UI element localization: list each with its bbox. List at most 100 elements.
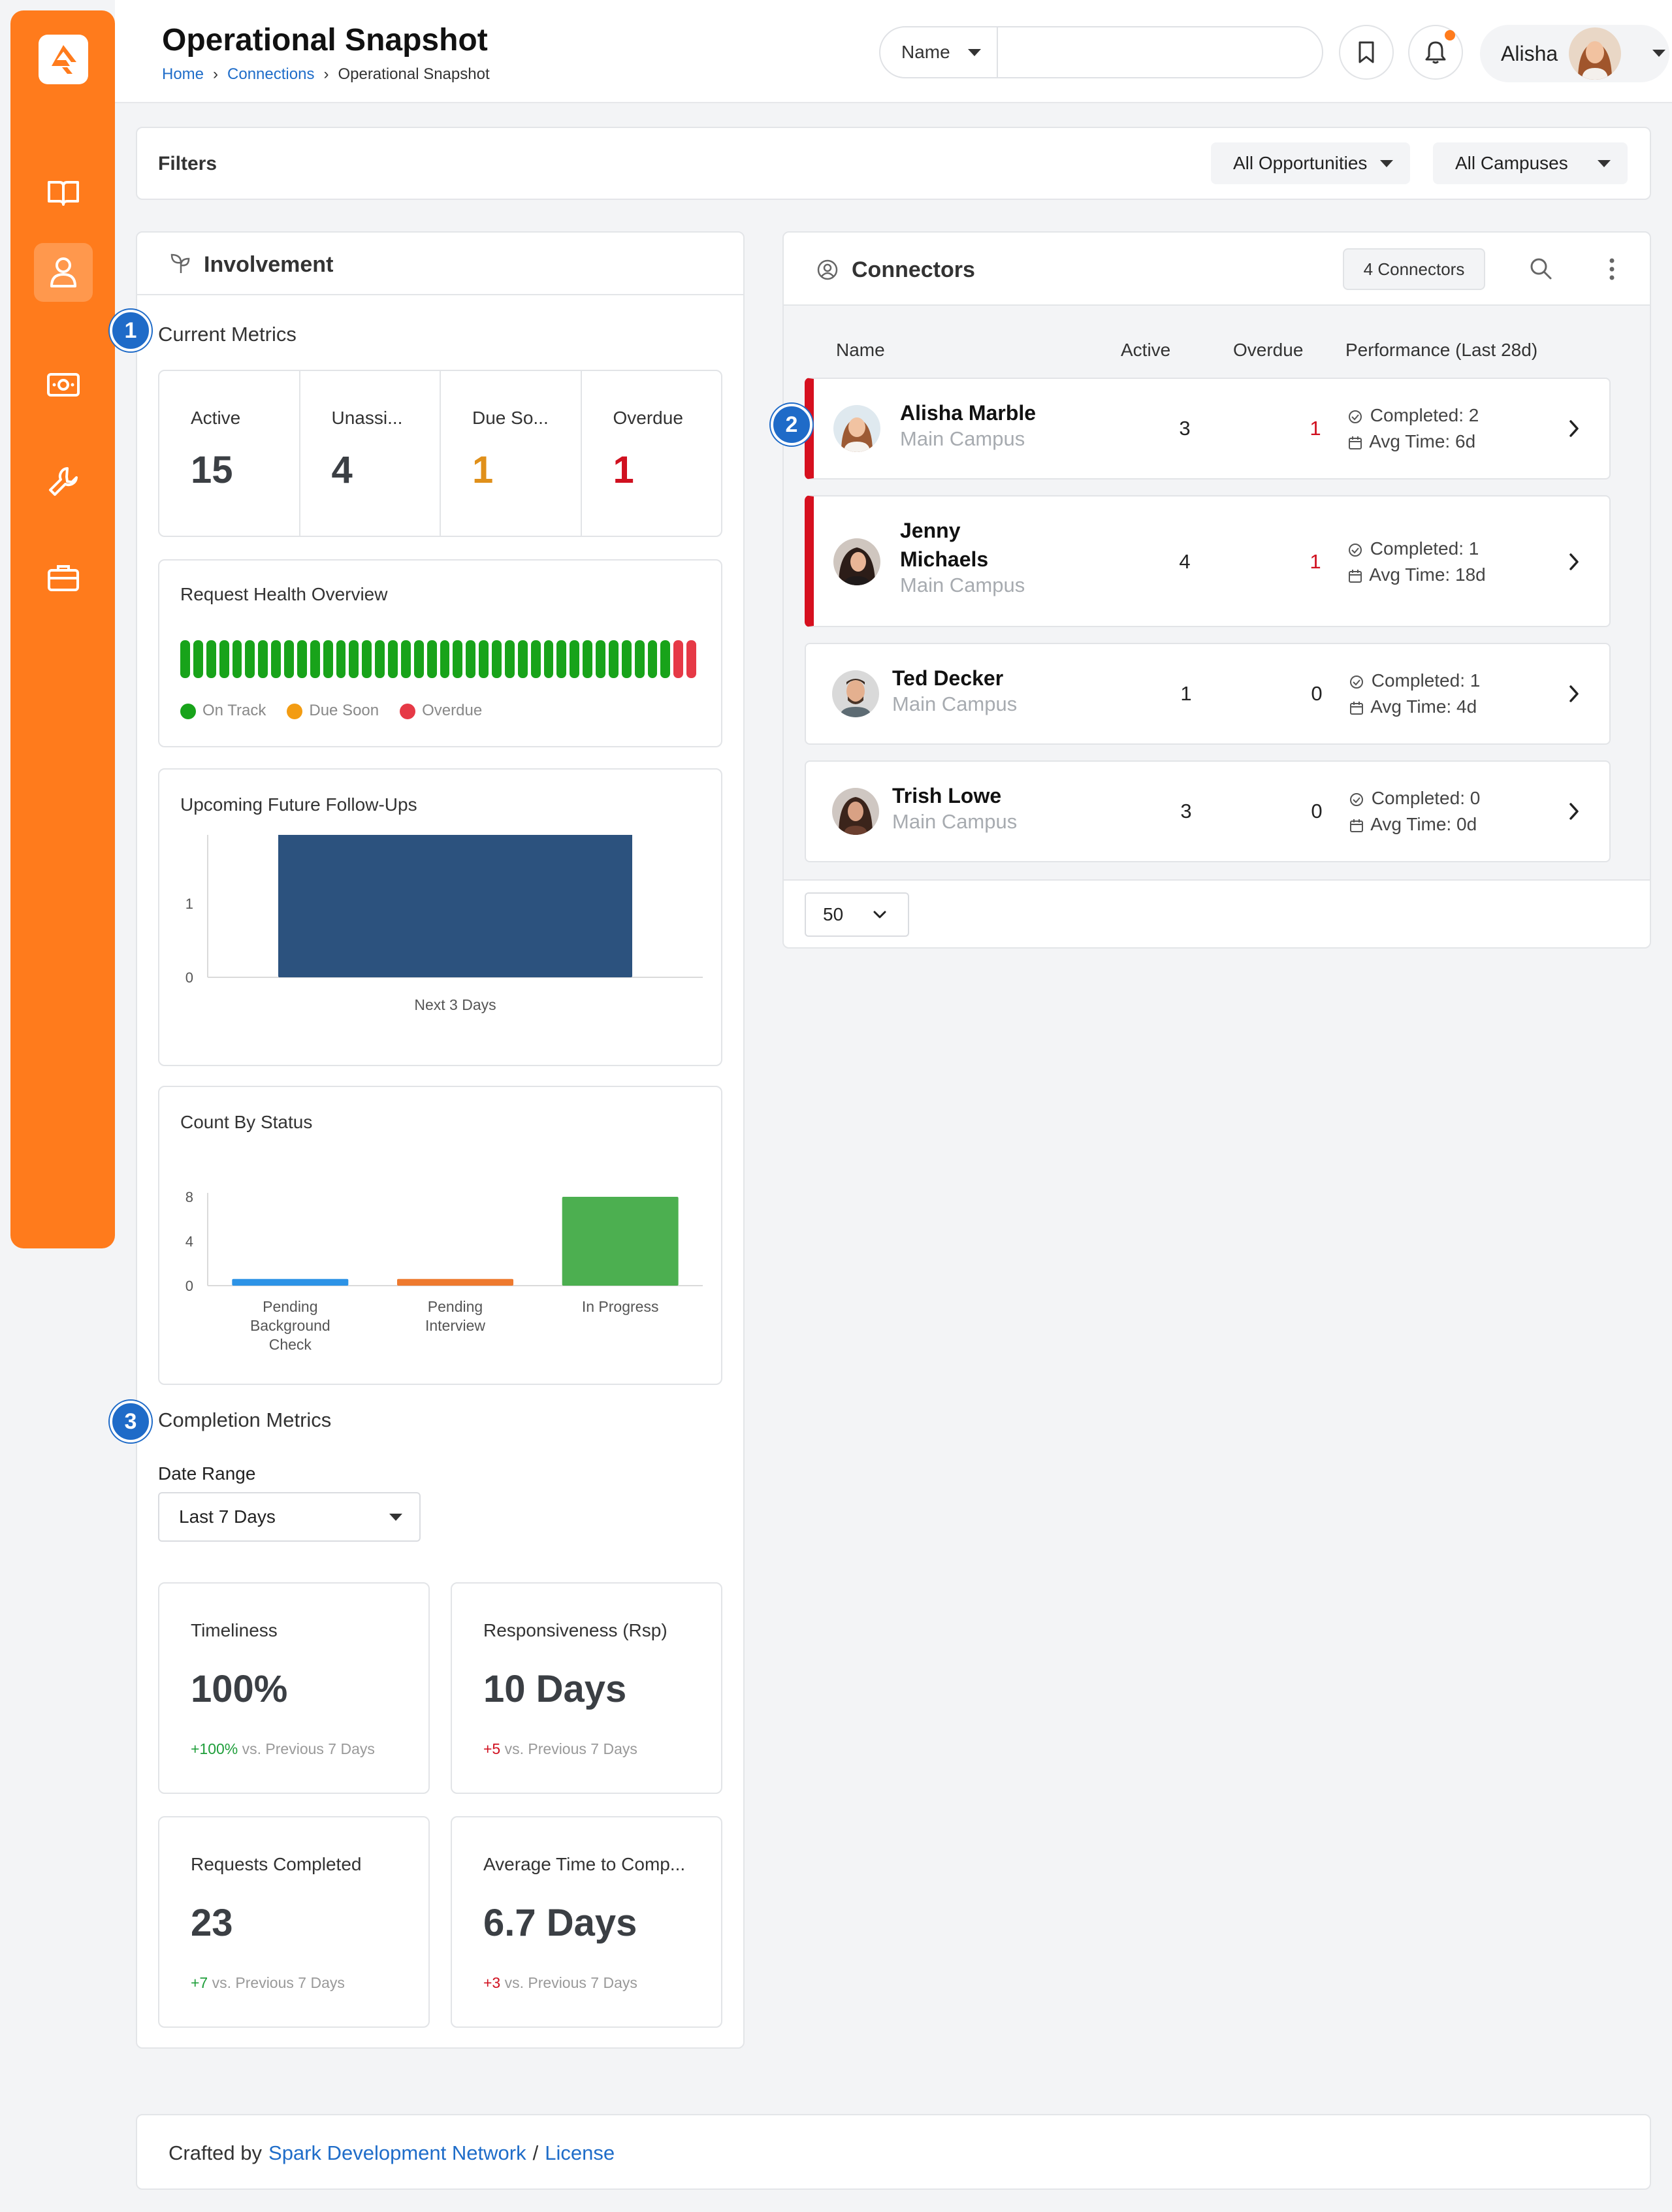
- delta-text: vs. Previous 7 Days: [242, 1740, 375, 1757]
- search-type-select[interactable]: Name: [880, 27, 998, 77]
- nav-finance[interactable]: [34, 355, 93, 414]
- y-tick-label: 0: [185, 969, 193, 986]
- health-segment: [504, 640, 515, 678]
- connector-name-cell: Jenny Michaels Main Campus: [900, 516, 1025, 597]
- connector-overdue-count: 0: [1311, 682, 1323, 705]
- breadcrumb-connections[interactable]: Connections: [227, 65, 315, 83]
- health-segment: [245, 640, 255, 678]
- health-segment: [466, 640, 476, 678]
- health-segment: [400, 640, 411, 678]
- nav-admin[interactable]: [34, 549, 93, 608]
- bar: [278, 835, 632, 977]
- completion-card-average-time: Average Time to Comp... 6.7 Days +3 vs. …: [451, 1816, 722, 2028]
- health-segment: [413, 640, 424, 678]
- nav-book[interactable]: [34, 163, 93, 222]
- date-range-select[interactable]: Last 7 Days: [158, 1492, 421, 1542]
- caret-down-icon: [389, 1513, 402, 1521]
- chevron-right-icon[interactable]: [1568, 683, 1581, 704]
- health-segment: [570, 640, 580, 678]
- more-options-icon[interactable]: [1608, 256, 1616, 282]
- chevron-right-icon[interactable]: [1568, 551, 1581, 572]
- search-input[interactable]: [998, 27, 1322, 77]
- filters-label: Filters: [158, 153, 217, 174]
- completion-card-compare: +100% vs. Previous 7 Days: [191, 1740, 375, 1758]
- follow-ups-chart: 0 1 2 Next 3 Days: [185, 835, 703, 1013]
- connector-row[interactable]: Ted Decker Main Campus 1 0 Completed: 1 …: [805, 643, 1611, 745]
- connectors-count-badge: 4 Connectors: [1343, 248, 1485, 290]
- nav-tools[interactable]: [34, 452, 93, 511]
- legend-label: On Track: [202, 702, 266, 719]
- health-segment: [440, 640, 450, 678]
- page-header: Operational Snapshot Home › Connections …: [115, 0, 1672, 103]
- opportunity-filter-value: All Opportunities: [1233, 153, 1368, 173]
- health-segment: [193, 640, 203, 678]
- person-icon: [50, 257, 76, 287]
- bookmark-button[interactable]: [1339, 25, 1394, 80]
- completed-count: Completed: 0: [1371, 788, 1481, 808]
- connector-name[interactable]: Trish Lowe: [892, 784, 1002, 807]
- page-title: Operational Snapshot: [162, 23, 488, 57]
- involvement-panel: Involvement Current Metrics Active 15 Un…: [136, 231, 745, 2049]
- health-segment: [621, 640, 632, 678]
- health-segment: [660, 640, 671, 678]
- connector-name-line2[interactable]: Michaels: [900, 547, 989, 571]
- delta-text: vs. Previous 7 Days: [504, 1974, 637, 1991]
- avatar: [832, 670, 879, 717]
- connector-name[interactable]: Jenny: [900, 519, 961, 542]
- connector-active-count: 3: [1180, 800, 1192, 822]
- health-segment: [180, 640, 190, 678]
- avg-time: Avg Time: 4d: [1370, 696, 1477, 717]
- chevron-right-icon[interactable]: [1568, 801, 1581, 822]
- connectors-title: Connectors: [852, 257, 975, 282]
- health-segment: [219, 640, 229, 678]
- completion-card-label: Responsiveness (Rsp): [483, 1620, 667, 1640]
- connector-row[interactable]: Trish Lowe Main Campus 3 0 Completed: 0 …: [805, 760, 1611, 862]
- user-circle-icon: [817, 259, 838, 280]
- metric-overdue[interactable]: Overdue 1: [582, 371, 722, 536]
- page-size-value: 50: [823, 904, 844, 924]
- metric-value: 15: [191, 449, 233, 491]
- avg-time: Avg Time: 0d: [1370, 814, 1477, 834]
- rock-logo[interactable]: [39, 35, 88, 84]
- health-segment: [349, 640, 359, 678]
- connector-name[interactable]: Alisha Marble: [900, 401, 1037, 425]
- x-tick-label: Pending: [263, 1298, 317, 1315]
- user-menu[interactable]: Alisha: [1480, 25, 1669, 82]
- date-range-value: Last 7 Days: [179, 1506, 276, 1527]
- opportunity-filter[interactable]: All Opportunities: [1211, 142, 1411, 184]
- column-header-performance[interactable]: Performance (Last 28d): [1345, 340, 1538, 360]
- check-circle-icon: [1349, 675, 1366, 689]
- footer-license-link[interactable]: License: [545, 2141, 615, 2164]
- column-header-name[interactable]: Name: [836, 340, 885, 360]
- metric-unassigned[interactable]: Unassi... 4: [300, 371, 441, 536]
- completion-card-value: 23: [191, 1902, 233, 1944]
- footer-sdn-link[interactable]: Spark Development Network: [268, 2141, 526, 2164]
- connector-campus: Main Campus: [892, 810, 1018, 833]
- search-icon[interactable]: [1528, 256, 1553, 281]
- completion-metrics-label: Completion Metrics: [158, 1408, 332, 1431]
- campus-filter[interactable]: All Campuses: [1433, 142, 1628, 184]
- column-header-overdue[interactable]: Overdue: [1233, 340, 1304, 360]
- current-metrics-card: Active 15 Unassi... 4 Due So... 1 Overdu…: [158, 370, 722, 537]
- completion-card-responsiveness: Responsiveness (Rsp) 10 Days +5 vs. Prev…: [451, 1582, 722, 1794]
- connector-name[interactable]: Ted Decker: [892, 666, 1004, 690]
- connector-row[interactable]: Alisha Marble Main Campus 3 1 Completed:…: [805, 378, 1611, 480]
- campus-filter-value: All Campuses: [1455, 153, 1568, 173]
- request-health-card: Request Health Overview On Track Due Soo…: [158, 559, 722, 747]
- metric-due-soon[interactable]: Due So... 1: [441, 371, 582, 536]
- y-tick-label: 1: [185, 896, 193, 912]
- page-size-select[interactable]: 50: [805, 892, 909, 937]
- connector-row[interactable]: Jenny Michaels Main Campus 4 1 Completed…: [805, 495, 1611, 627]
- delta-value: +7: [191, 1974, 208, 1991]
- metric-active[interactable]: Active 15: [159, 371, 300, 536]
- breadcrumb-separator: ›: [213, 65, 219, 83]
- health-segment: [336, 640, 346, 678]
- column-header-active[interactable]: Active: [1121, 340, 1171, 360]
- nav-people[interactable]: [34, 243, 93, 302]
- delta-text: vs. Previous 7 Days: [504, 1740, 637, 1757]
- chevron-right-icon[interactable]: [1568, 418, 1581, 439]
- connector-overdue-count: 1: [1310, 417, 1321, 440]
- calendar-icon: [1349, 701, 1366, 715]
- breadcrumb-home[interactable]: Home: [162, 65, 204, 83]
- notifications-button[interactable]: [1408, 25, 1463, 80]
